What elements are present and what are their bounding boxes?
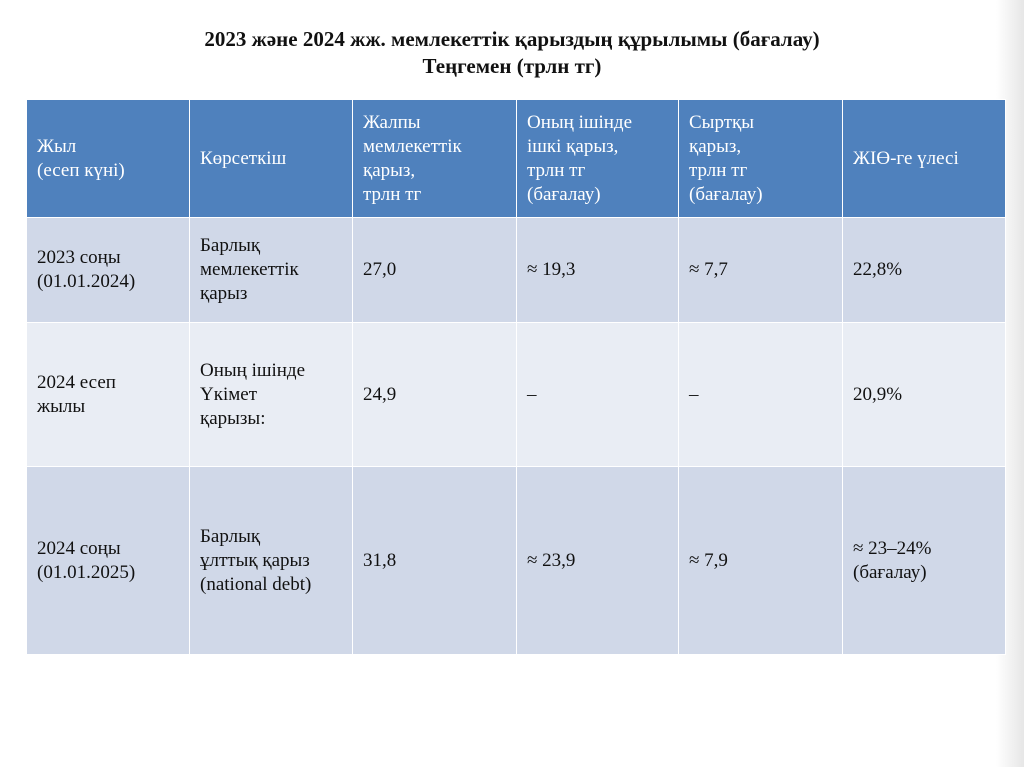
table-row: 2024 соңы (01.01.2025) Барлық ұлттық қар… [26,466,1006,655]
slide-title: 2023 және 2024 жж. мемлекеттік қарыздың … [0,26,1024,80]
total-debt-cell: 27,0 [352,217,517,323]
table-header-row: Жыл (есеп күні) Көрсеткіш Жалпы мемлекет… [26,99,1006,218]
table-row: 2023 соңы (01.01.2024) Барлық мемлекетті… [26,217,1006,323]
debt-structure-table: Жыл (есеп күні) Көрсеткіш Жалпы мемлекет… [26,99,1006,655]
domestic-debt-cell: – [516,322,679,467]
domestic-debt-cell: ≈ 23,9 [516,466,679,655]
indicator-cell: Барлық мемлекеттік қарыз [189,217,353,323]
column-header-indicator: Көрсеткіш [189,99,353,218]
year-cell: 2024 есеп жылы [26,322,190,467]
external-debt-cell: ≈ 7,9 [678,466,843,655]
indicator-cell: Барлық ұлттық қарыз (national debt) [189,466,353,655]
external-debt-cell: ≈ 7,7 [678,217,843,323]
total-debt-cell: 31,8 [352,466,517,655]
gdp-share-cell: 20,9% [842,322,1006,467]
year-cell: 2024 соңы (01.01.2025) [26,466,190,655]
title-line-1: 2023 және 2024 жж. мемлекеттік қарыздың … [204,27,820,51]
column-header-domestic-debt: Оның ішінде ішкі қарыз, трлн тг (бағалау… [516,99,679,218]
external-debt-cell: – [678,322,843,467]
domestic-debt-cell: ≈ 19,3 [516,217,679,323]
title-line-2: Теңгемен (трлн тг) [422,54,602,78]
column-header-total-debt: Жалпы мемлекеттік қарыз, трлн тг [352,99,517,218]
gdp-share-cell: 22,8% [842,217,1006,323]
table-row: 2024 есеп жылы Оның ішінде Үкімет қарызы… [26,322,1006,467]
column-header-year: Жыл (есеп күні) [26,99,190,218]
gdp-share-cell: ≈ 23–24% (бағалау) [842,466,1006,655]
year-cell: 2023 соңы (01.01.2024) [26,217,190,323]
indicator-cell: Оның ішінде Үкімет қарызы: [189,322,353,467]
column-header-external-debt: Сыртқы қарыз, трлн тг (бағалау) [678,99,843,218]
column-header-gdp-share: ЖІӨ-ге үлесі [842,99,1006,218]
total-debt-cell: 24,9 [352,322,517,467]
